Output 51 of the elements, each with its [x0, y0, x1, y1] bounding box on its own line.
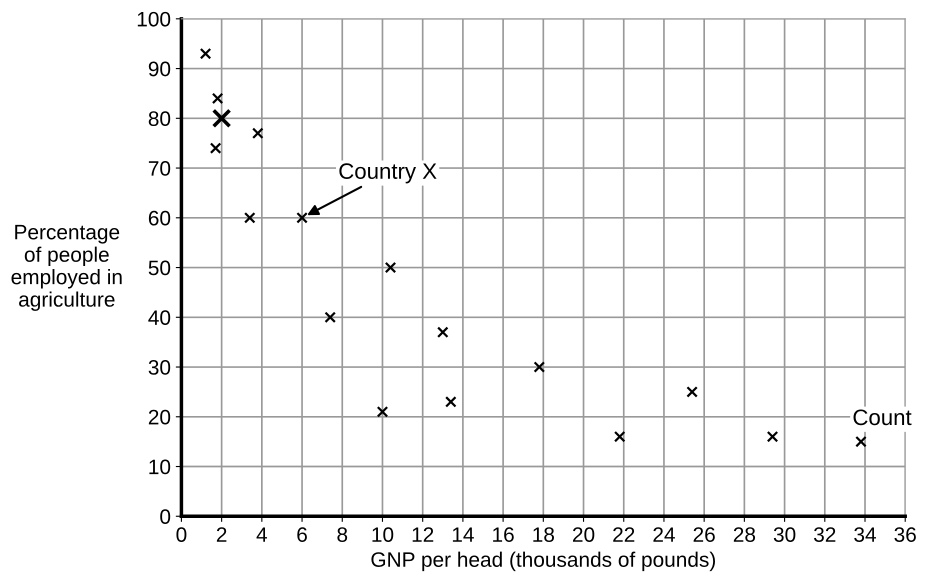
- y-tick-label: 100: [138, 12, 170, 27]
- x-tick-label: 8: [337, 527, 348, 542]
- point: [244, 212, 256, 224]
- x-tick-label: 32: [814, 527, 836, 542]
- y-tick-label: 0: [160, 509, 170, 524]
- point: [445, 396, 457, 408]
- x-tick-label: 14: [452, 527, 474, 542]
- annotation: Country X: [339, 163, 437, 184]
- point: [210, 142, 222, 154]
- point: [766, 430, 778, 442]
- point: [686, 386, 698, 398]
- point: [437, 326, 449, 338]
- point: [384, 262, 396, 274]
- x-tick-label: 12: [412, 527, 434, 542]
- point: [200, 48, 212, 60]
- point: [534, 361, 546, 373]
- annotation: Count: [854, 409, 912, 426]
- y-tick-label: 40: [148, 310, 170, 326]
- x-tick-label: 30: [774, 527, 796, 542]
- x-tick-label: 10: [372, 527, 394, 542]
- y-tick-label: 80: [148, 111, 170, 126]
- x-tick-label: 6: [297, 527, 307, 542]
- x-axis-title: GNP per head (thousands of pounds): [371, 552, 715, 572]
- x-tick-label: 2: [216, 527, 226, 542]
- point: [252, 127, 264, 139]
- y-tick-label: 10: [149, 460, 170, 474]
- point: [376, 406, 388, 418]
- x-tick-label: 24: [653, 527, 675, 542]
- y-axis-title: Percentage of people employed in agriculture: [12, 224, 122, 311]
- x-tick-label: 20: [572, 527, 594, 542]
- x-tick-label: 4: [256, 527, 268, 542]
- x-tick-label: 36: [894, 527, 916, 542]
- y-tick-label: 50: [148, 260, 170, 276]
- x-tick-label: 16: [493, 527, 514, 542]
- y-tick-label: 60: [148, 210, 170, 226]
- x-tick-label: 0: [176, 527, 186, 542]
- y-tick-label: 70: [148, 161, 170, 176]
- y-tick-label: 90: [148, 62, 170, 76]
- point: [212, 92, 224, 104]
- x-tick-label: 26: [694, 527, 715, 542]
- x-tick-label: 34: [854, 527, 876, 542]
- point: [324, 312, 336, 324]
- point: [614, 430, 626, 442]
- point: [855, 436, 867, 448]
- point: [212, 108, 232, 128]
- x-tick-label: 28: [734, 527, 756, 542]
- x-tick-label: 22: [613, 527, 634, 542]
- point: [296, 212, 308, 224]
- y-tick-label: 30: [148, 360, 170, 375]
- y-tick-label: 20: [148, 410, 170, 425]
- x-tick-label: 18: [533, 527, 554, 542]
